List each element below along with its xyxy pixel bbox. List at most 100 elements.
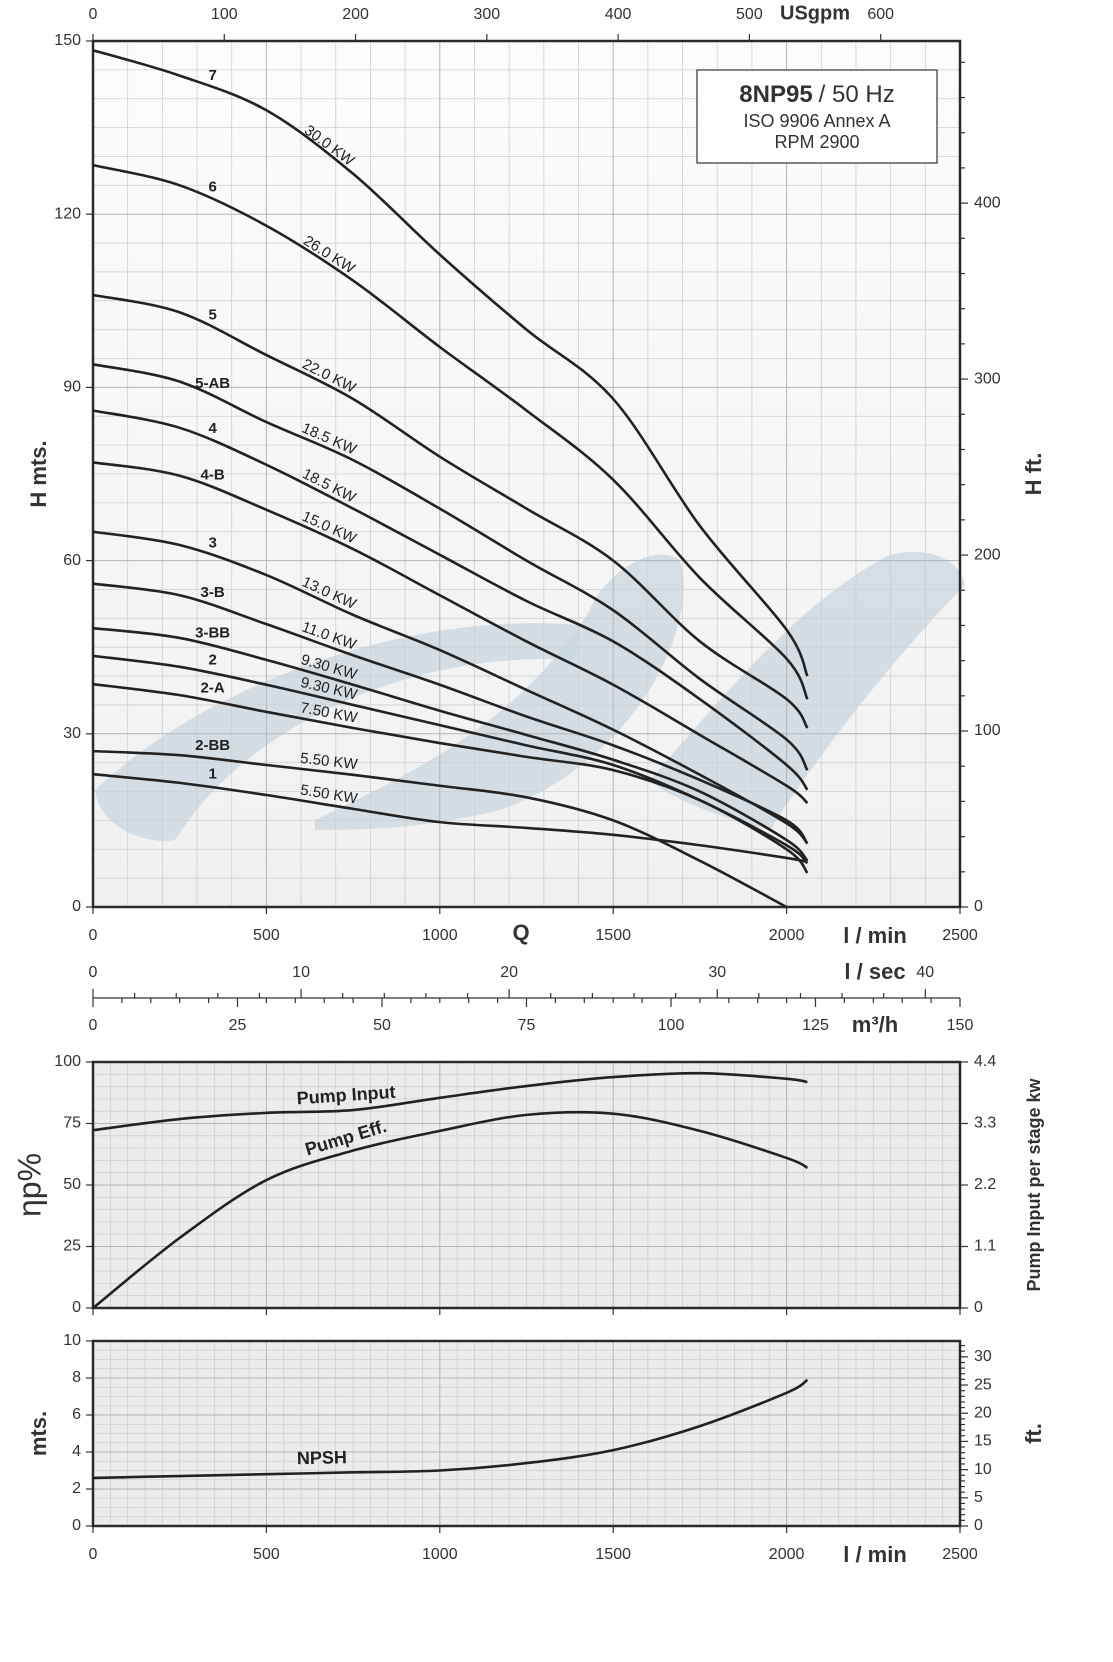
x-tick-label: 2500: [942, 1546, 978, 1563]
top-tick-label: 0: [89, 6, 98, 23]
curve: [92, 48, 809, 677]
y-tick-label: 6: [72, 1406, 81, 1423]
info-rpm: RPM 2900: [774, 132, 859, 152]
flow-axis-title: m³/h: [852, 1012, 898, 1037]
y-tick-label: 60: [63, 552, 81, 569]
y-tick-label: 4: [72, 1443, 81, 1460]
y2-tick-label: 200: [974, 546, 1001, 563]
curve-name: 3: [208, 534, 216, 551]
flow-tick-label: 40: [916, 964, 934, 981]
y2-axis-title: H ft.: [1021, 453, 1046, 496]
y2-tick-label: 3.3: [974, 1115, 996, 1132]
flow-tick-label: 150: [947, 1017, 974, 1034]
flow-tick-label: 75: [518, 1017, 536, 1034]
y-tick-label: 75: [63, 1115, 81, 1132]
flow-tick-label: 100: [658, 1017, 685, 1034]
curve-name: 3-B: [201, 584, 225, 601]
flow-tick-label: 30: [708, 964, 726, 981]
y2-tick-label: 4.4: [974, 1053, 996, 1070]
y2-tick-label: 30: [974, 1348, 992, 1365]
y2-tick-label: 20: [974, 1404, 992, 1421]
curve: [92, 682, 809, 874]
x-axis-title: l / min: [843, 923, 907, 948]
y2-tick-label: 2.2: [974, 1176, 996, 1193]
curve: [92, 1378, 809, 1480]
plot-frame: [91, 1339, 962, 1528]
power-label: 5.50 KW: [299, 750, 359, 773]
x-tick-label: 500: [253, 1546, 280, 1563]
info-box: [696, 69, 938, 164]
curve: [92, 530, 809, 845]
flow-tick-label: 10: [292, 964, 310, 981]
curve-name: 6: [208, 179, 216, 196]
y-axis-title: H mts.: [26, 440, 51, 507]
curve: [92, 461, 809, 805]
curve: [92, 626, 809, 862]
curve: [92, 293, 809, 729]
watermark-shape: [315, 554, 684, 830]
curve-name: 1: [208, 765, 216, 782]
curve: [92, 1110, 809, 1310]
top-tick-label: 400: [605, 6, 632, 23]
y-tick-label: 0: [72, 1517, 81, 1534]
x-tick-label: 1500: [595, 1546, 631, 1563]
x-tick-label: 0: [89, 927, 98, 944]
y-tick-label: 50: [63, 1176, 81, 1193]
flow-tick-label: 20: [500, 964, 518, 981]
y-tick-label: 8: [72, 1369, 81, 1386]
flow-axis-title: l / sec: [844, 959, 905, 984]
y2-tick-label: 0: [974, 1517, 983, 1534]
top-tick-label: 500: [736, 6, 763, 23]
flow-tick-label: 0: [89, 964, 98, 981]
curve-name: 4-B: [201, 467, 225, 484]
curve-name: 5: [208, 307, 216, 324]
curve: [92, 363, 809, 771]
curve: [92, 772, 808, 864]
top-tick-label: 100: [211, 6, 238, 23]
y2-tick-label: 10: [974, 1461, 992, 1478]
flow-tick-label: 25: [229, 1017, 247, 1034]
x-tick-label: 2000: [769, 927, 805, 944]
y2-tick-label: 0: [974, 1299, 983, 1316]
top-tick-label: 300: [473, 6, 500, 23]
x-tick-label: 500: [253, 927, 280, 944]
curve: [92, 749, 788, 909]
y-tick-label: 0: [72, 898, 81, 915]
watermark-shape: [650, 551, 965, 830]
info-standard: ISO 9906 Annex A: [743, 111, 890, 131]
curve: [92, 1071, 808, 1132]
y-tick-label: 30: [63, 725, 81, 742]
y-tick-label: 90: [63, 379, 81, 396]
x-axis-q: Q: [512, 920, 529, 945]
x-tick-label: 1500: [595, 927, 631, 944]
plot-frame: [91, 1060, 962, 1310]
x-tick-label: 0: [89, 1546, 98, 1563]
x-tick-label: 2000: [769, 1546, 805, 1563]
y2-axis-title: Pump Input per stage kw: [1024, 1077, 1044, 1291]
curve: [92, 582, 809, 845]
flow-tick-label: 50: [373, 1017, 391, 1034]
y-tick-label: 120: [54, 205, 81, 222]
flow-tick-label: 125: [802, 1017, 829, 1034]
info-title: 8NP95 / 50 Hz: [739, 81, 894, 108]
y-axis-title: mts.: [26, 1411, 51, 1456]
curve-name: 2-A: [201, 679, 225, 696]
y-tick-label: 0: [72, 1299, 81, 1316]
x-tick-label: 2500: [942, 927, 978, 944]
y2-tick-label: 400: [974, 194, 1001, 211]
y2-tick-label: 300: [974, 370, 1001, 387]
y-tick-label: 25: [63, 1238, 81, 1255]
top-tick-label: 200: [342, 6, 369, 23]
y2-axis-title: ft.: [1021, 1423, 1046, 1444]
y2-tick-label: 1.1: [974, 1238, 996, 1255]
y-tick-label: 150: [54, 32, 81, 49]
x-tick-label: 1000: [422, 927, 458, 944]
curve: [92, 409, 809, 791]
plot-frame: [91, 39, 962, 909]
model: 8NP95: [739, 81, 812, 108]
y-tick-label: 100: [54, 1053, 81, 1070]
y2-tick-label: 0: [974, 898, 983, 915]
curve: [92, 163, 809, 700]
